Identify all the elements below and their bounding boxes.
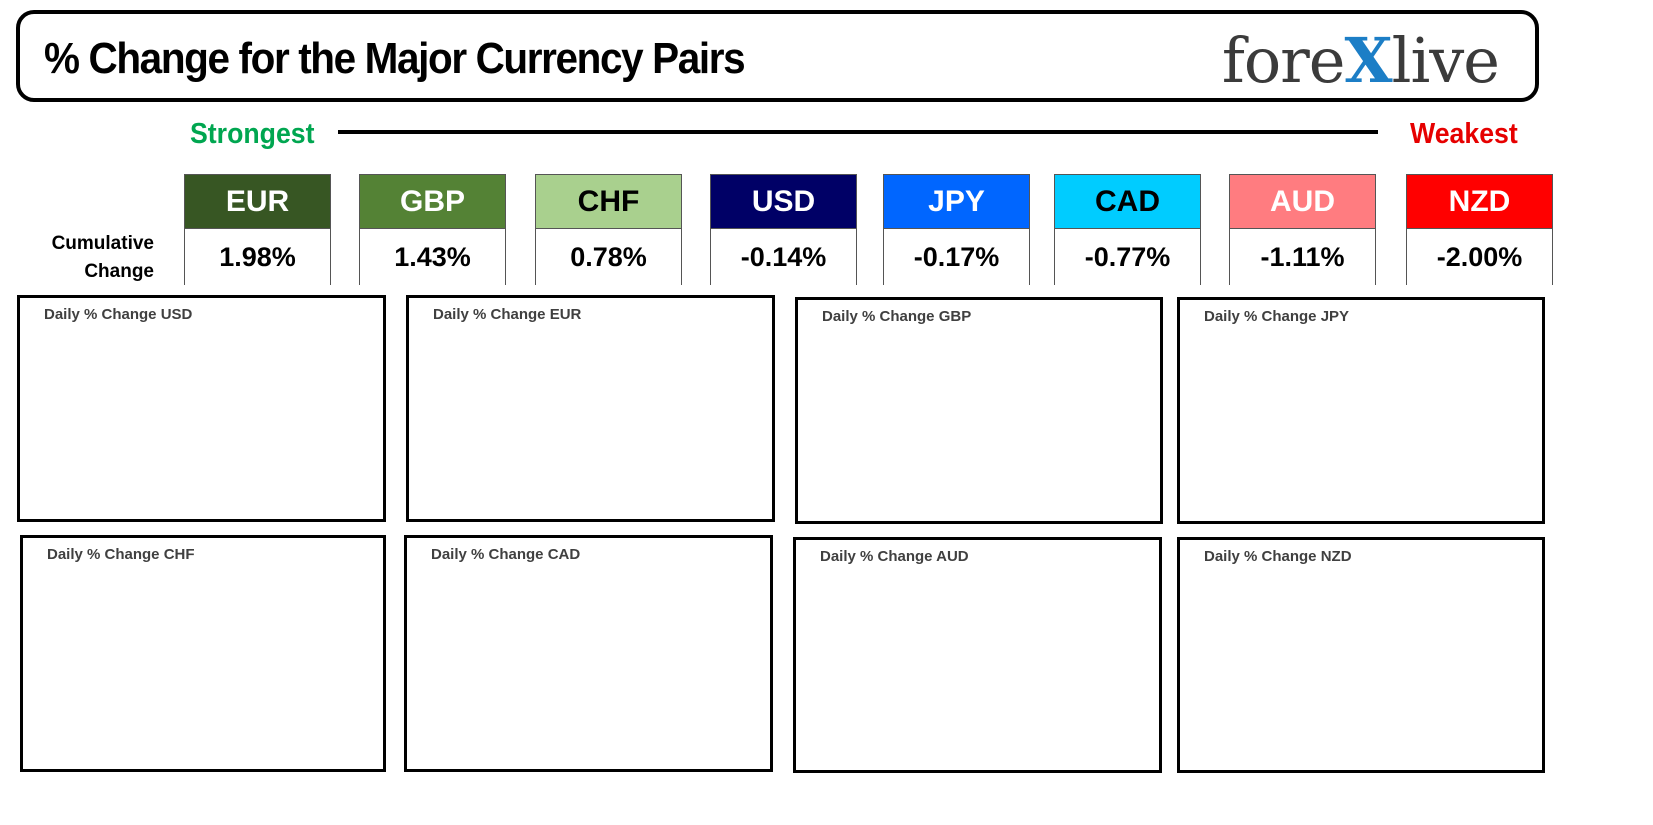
- currency-box-usd: USD -0.14%: [710, 174, 857, 285]
- currency-cumulative-value: -0.77%: [1055, 229, 1200, 285]
- currency-cumulative-value: 1.43%: [360, 229, 505, 285]
- currency-name: EUR: [185, 175, 330, 229]
- bar-chart-gbp: 0.50%0.40%0.30%0.20%0.10%0.00%-0.10%0.12…: [798, 300, 1160, 521]
- chart-panel-gbp: 0.50%0.40%0.30%0.20%0.10%0.00%-0.10%0.12…: [795, 297, 1163, 524]
- logo-text-right: live: [1391, 24, 1500, 97]
- currency-name: CAD: [1055, 175, 1200, 229]
- currency-name: AUD: [1230, 175, 1375, 229]
- header-banner: % Change for the Major Currency Pairs fo…: [16, 10, 1539, 102]
- currency-cumulative-value: -0.17%: [884, 229, 1029, 285]
- currency-name: CHF: [536, 175, 681, 229]
- currency-name: NZD: [1407, 175, 1552, 229]
- cumulative-label-line2: Change: [84, 261, 154, 282]
- currency-name: GBP: [360, 175, 505, 229]
- currency-box-nzd: NZD -2.00%: [1406, 174, 1553, 285]
- chart-title: Daily % Change USD: [44, 306, 193, 323]
- weakest-label: Weakest: [1410, 118, 1518, 150]
- page-title: % Change for the Major Currency Pairs: [44, 34, 746, 83]
- chart-title: Daily % Change JPY: [1204, 308, 1350, 325]
- chart-panel-nzd: 0.00%-0.10%-0.20%-0.30%-0.40%-0.50%-0.23…: [1177, 537, 1545, 773]
- currency-box-eur: EUR 1.98%: [184, 174, 331, 285]
- bar-chart-cad: 0.20%0.10%0.00%-0.10%-0.20%-0.30%-0.40%-…: [407, 538, 770, 769]
- chart-panel-aud: 0.20%0.10%0.00%-0.10%-0.20%-0.30%-0.40%-…: [793, 537, 1162, 773]
- currency-box-jpy: JPY -0.17%: [883, 174, 1030, 285]
- currency-cumulative-value: 1.98%: [185, 229, 330, 285]
- chart-title: Daily % Change NZD: [1204, 548, 1352, 565]
- cumulative-change-label: Cumulative Change: [38, 230, 154, 286]
- currency-cumulative-value: -1.11%: [1230, 229, 1375, 285]
- currency-cumulative-value: 0.78%: [536, 229, 681, 285]
- bar-chart-eur: 0.50%0.40%0.30%0.20%0.10%0.00%0.31%USD0.…: [409, 298, 772, 519]
- chart-panel-cad: 0.20%0.10%0.00%-0.10%-0.20%-0.30%-0.40%-…: [404, 535, 773, 772]
- strongest-label: Strongest: [190, 118, 315, 150]
- chart-panel-jpy: 0.30%0.20%0.10%0.00%-0.10%-0.20%-0.30%-0…: [1177, 297, 1545, 524]
- bar-chart-chf: 0.40%0.30%0.20%0.10%0.00%-0.10%-0.20%0.1…: [23, 538, 383, 769]
- currency-box-cad: CAD -0.77%: [1054, 174, 1201, 285]
- chart-title: Daily % Change EUR: [433, 306, 582, 323]
- currency-cumulative-value: -0.14%: [711, 229, 856, 285]
- forexlive-logo: foreXlive: [1221, 24, 1500, 97]
- currency-box-aud: AUD -1.11%: [1229, 174, 1376, 285]
- chart-title: Daily % Change GBP: [822, 308, 972, 325]
- chart-panel-eur: 0.50%0.40%0.30%0.20%0.10%0.00%0.31%USD0.…: [406, 295, 775, 522]
- logo-text-left: fore: [1221, 24, 1346, 97]
- bar-chart-aud: 0.20%0.10%0.00%-0.10%-0.20%-0.30%-0.40%-…: [796, 540, 1159, 770]
- chart-title: Daily % Change CAD: [431, 546, 581, 563]
- bar-chart-usd: 0.30%0.20%0.10%0.00%-0.10%-0.20%-0.30%-0…: [20, 298, 383, 519]
- ranking-line: [338, 130, 1378, 134]
- bar-chart-nzd: 0.00%-0.10%-0.20%-0.30%-0.40%-0.50%-0.23…: [1180, 540, 1542, 770]
- chart-panel-usd: 0.30%0.20%0.10%0.00%-0.10%-0.20%-0.30%-0…: [17, 295, 386, 522]
- currency-box-gbp: GBP 1.43%: [359, 174, 506, 285]
- currency-cumulative-value: -2.00%: [1407, 229, 1552, 285]
- chart-title: Daily % Change AUD: [820, 548, 969, 565]
- currency-box-chf: CHF 0.78%: [535, 174, 682, 285]
- chart-panel-chf: 0.40%0.30%0.20%0.10%0.00%-0.10%-0.20%0.1…: [20, 535, 386, 772]
- cumulative-label-line1: Cumulative: [51, 233, 154, 254]
- currency-name: JPY: [884, 175, 1029, 229]
- logo-x-arrow-icon: X: [1344, 24, 1393, 97]
- currency-name: USD: [711, 175, 856, 229]
- chart-title: Daily % Change CHF: [47, 546, 195, 563]
- bar-chart-jpy: 0.30%0.20%0.10%0.00%-0.10%-0.20%-0.30%-0…: [1180, 300, 1542, 521]
